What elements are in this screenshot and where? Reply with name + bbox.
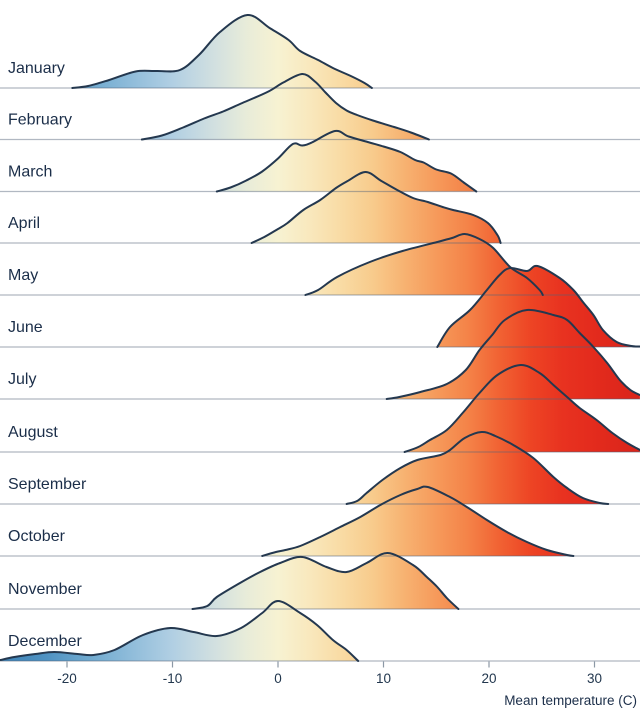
month-label-may: May bbox=[8, 267, 38, 284]
x-axis-title: Mean temperature (C) bbox=[504, 693, 637, 708]
ridge-outline-november bbox=[191, 551, 460, 610]
ridge-outline-june bbox=[436, 264, 640, 348]
month-label-march: March bbox=[8, 164, 52, 181]
tick-label-30: 30 bbox=[587, 671, 602, 686]
month-label-november: November bbox=[8, 581, 82, 598]
ridge-outline-october bbox=[261, 485, 575, 557]
x-axis: -20 -10 0 10 20 30 bbox=[57, 661, 602, 686]
month-label-june: June bbox=[8, 319, 43, 336]
ridge-fill-july bbox=[386, 309, 640, 399]
ridge-outline-january bbox=[71, 13, 373, 89]
ridge-outline-february bbox=[140, 73, 430, 141]
ridge-fill-march bbox=[216, 130, 477, 192]
ridge-fill-february bbox=[141, 73, 429, 140]
ridge-strokes bbox=[0, 13, 640, 662]
ridge-fills bbox=[0, 14, 640, 661]
tick-label-20: 20 bbox=[481, 671, 496, 686]
month-label-february: February bbox=[8, 112, 72, 129]
ridge-outline-august bbox=[403, 363, 640, 453]
month-labels: January February March April May June July Augu… bbox=[8, 60, 87, 650]
month-label-january: January bbox=[8, 60, 65, 77]
month-label-october: October bbox=[8, 528, 66, 545]
month-label-august: August bbox=[8, 424, 58, 441]
ridge-fill-october bbox=[262, 486, 574, 556]
ridge-fill-june bbox=[437, 265, 640, 347]
ridge-outline-july bbox=[385, 308, 640, 400]
month-label-september: September bbox=[8, 476, 87, 493]
tick-label-0: 0 bbox=[274, 671, 282, 686]
ridge-outline-september bbox=[345, 430, 610, 505]
month-label-december: December bbox=[8, 633, 82, 650]
tick-label--20: -20 bbox=[57, 671, 77, 686]
ridge-fill-september bbox=[346, 431, 609, 504]
ridge-fill-january bbox=[72, 14, 372, 89]
ridge-fill-december bbox=[0, 601, 359, 661]
tick-label-10: 10 bbox=[376, 671, 391, 686]
ridge-fill-may bbox=[305, 233, 543, 295]
month-label-july: July bbox=[8, 371, 36, 388]
ridge-outline-may bbox=[304, 233, 544, 296]
ridge-outline-april bbox=[250, 171, 502, 244]
row-baselines bbox=[0, 87, 640, 662]
ridge-outline-december bbox=[0, 600, 360, 662]
ridge-fill-august bbox=[404, 364, 640, 452]
ridge-fill-november bbox=[192, 552, 459, 609]
month-label-april: April bbox=[8, 215, 40, 232]
ridge-fill-april bbox=[251, 172, 501, 243]
tick-label--10: -10 bbox=[163, 671, 183, 686]
ridge-outline-march bbox=[215, 129, 478, 193]
